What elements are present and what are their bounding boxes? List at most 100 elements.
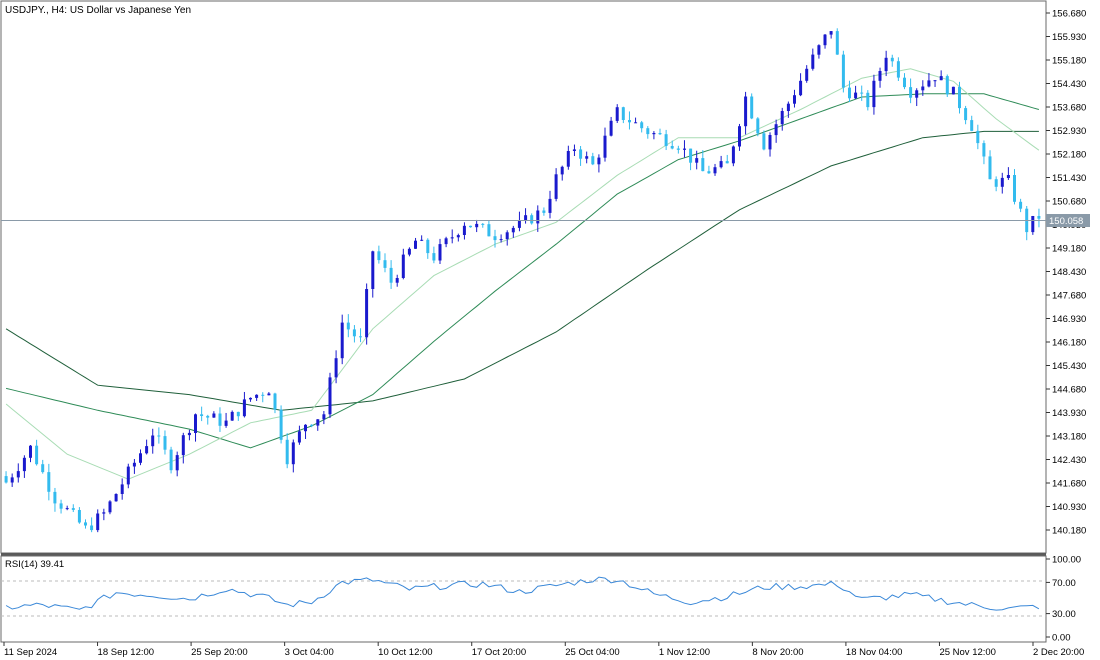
candle — [267, 392, 271, 396]
candle — [823, 34, 827, 49]
candle-body — [530, 215, 534, 224]
candle-body — [774, 124, 778, 136]
candle-body — [890, 57, 894, 62]
candle — [603, 127, 607, 162]
candle — [328, 372, 332, 418]
candle — [108, 500, 112, 515]
candle — [976, 124, 980, 150]
candle-body — [799, 80, 803, 96]
candle-body — [793, 95, 796, 104]
candle-body — [108, 501, 112, 513]
candle-body — [426, 239, 430, 254]
rsi-axis[interactable]: 100.00 70.00 30.00 0.00 — [1046, 555, 1081, 644]
price-axis-label: 146.930 — [1052, 314, 1086, 325]
candle — [322, 410, 326, 425]
candle — [175, 451, 179, 477]
price-axis-label: 154.430 — [1052, 79, 1086, 90]
candle-body — [53, 491, 57, 504]
candle-body — [383, 260, 387, 268]
candle — [462, 222, 466, 240]
candle-body — [768, 135, 772, 150]
candle — [524, 208, 528, 224]
candle — [725, 154, 729, 164]
candle — [304, 424, 307, 439]
candle-body — [200, 414, 204, 416]
candle — [988, 150, 992, 180]
rsi-axis-label: 70.00 — [1052, 578, 1076, 589]
candle-body — [1037, 216, 1041, 219]
candle — [1031, 215, 1035, 235]
candle-body — [304, 424, 307, 432]
candle — [218, 407, 222, 432]
candle-body — [572, 149, 576, 151]
candle-body — [927, 80, 931, 87]
candle — [854, 85, 858, 100]
candle-body — [10, 477, 14, 483]
candle — [652, 131, 656, 140]
candle-body — [811, 54, 815, 69]
candle-body — [236, 411, 240, 417]
price-axis-label: 155.930 — [1052, 32, 1086, 43]
candle-body — [487, 224, 491, 237]
current-price-tag: 150.058 — [1046, 214, 1090, 227]
candle-body — [114, 494, 118, 502]
candle-body — [47, 472, 51, 492]
price-axis-label: 148.430 — [1052, 267, 1086, 278]
candle — [872, 74, 876, 115]
candle-body — [139, 453, 142, 463]
candle — [65, 505, 69, 511]
ma-slow-line — [5, 130, 1039, 411]
candle — [169, 446, 173, 474]
candle-body — [505, 232, 509, 240]
candle — [994, 176, 998, 192]
candle — [41, 459, 45, 474]
candle-body — [536, 210, 540, 224]
candle-body — [35, 445, 39, 465]
candle — [438, 238, 442, 265]
candle — [829, 31, 833, 39]
price-axis-label: 150.680 — [1052, 197, 1086, 208]
candle — [114, 493, 118, 502]
candle-body — [658, 133, 662, 135]
time-axis[interactable]: 11 Sep 2024 18 Sep 12:00 25 Sep 20:00 3 Oct… — [3, 642, 1084, 658]
candle-body — [102, 512, 106, 514]
candle-body — [878, 71, 882, 81]
candle-body — [212, 413, 216, 418]
candle-body — [322, 414, 326, 420]
candle-body — [744, 96, 748, 127]
candle-body — [841, 54, 845, 88]
candle — [432, 246, 436, 264]
candle-body — [756, 118, 760, 134]
candle — [890, 54, 894, 67]
candle — [793, 89, 796, 108]
candle — [744, 91, 748, 135]
candle-body — [939, 76, 943, 81]
candle — [59, 499, 63, 514]
candle — [566, 145, 570, 170]
candle — [970, 115, 974, 132]
candle-body — [560, 166, 564, 175]
price-axis[interactable]: 156.680 155.930 155.180 154.430 153.680 152.9… — [1046, 9, 1086, 537]
candle-body — [181, 435, 185, 456]
candle — [591, 152, 595, 166]
panel-separator[interactable] — [1, 553, 1046, 556]
candle — [261, 392, 265, 403]
candle — [560, 165, 564, 181]
price-axis-label: 153.680 — [1052, 103, 1086, 114]
time-axis-label: 18 Sep 12:00 — [98, 647, 155, 658]
candle — [16, 463, 20, 483]
candle-body — [328, 377, 332, 415]
candle-body — [438, 244, 442, 261]
candle-body — [725, 161, 729, 164]
candle — [915, 88, 919, 107]
candle — [628, 111, 631, 130]
candle-body — [493, 236, 497, 241]
candle — [84, 519, 87, 529]
candle — [817, 44, 821, 59]
candle — [77, 507, 81, 524]
candle-body — [780, 111, 784, 125]
candle — [921, 80, 925, 96]
candle-body — [823, 34, 827, 46]
candle-body — [958, 86, 961, 109]
candle — [102, 508, 106, 521]
